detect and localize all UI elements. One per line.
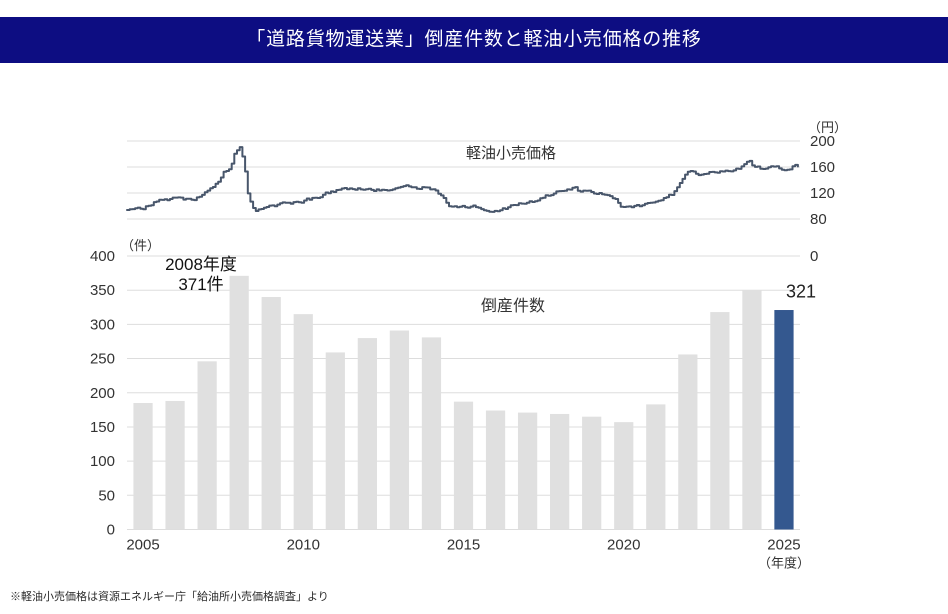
svg-text:2020: 2020: [607, 537, 640, 554]
svg-text:80: 80: [810, 211, 827, 228]
svg-text:（件）: （件）: [121, 238, 160, 253]
svg-text:200: 200: [90, 385, 115, 402]
svg-text:2008年度: 2008年度: [165, 255, 237, 274]
svg-text:100: 100: [90, 453, 115, 470]
svg-text:50: 50: [98, 487, 115, 504]
svg-text:150: 150: [90, 419, 115, 436]
svg-text:250: 250: [90, 351, 115, 368]
svg-text:371件: 371件: [178, 275, 223, 294]
svg-text:120: 120: [810, 185, 835, 202]
svg-text:（年度）: （年度）: [758, 556, 810, 571]
svg-text:321: 321: [786, 282, 816, 302]
svg-text:2010: 2010: [287, 537, 320, 554]
svg-text:300: 300: [90, 316, 115, 333]
svg-text:400: 400: [90, 248, 115, 265]
svg-text:（円）: （円）: [808, 120, 847, 135]
svg-text:倒産件数: 倒産件数: [481, 297, 545, 315]
svg-text:2025: 2025: [767, 537, 800, 554]
svg-text:0: 0: [107, 522, 115, 539]
svg-text:350: 350: [90, 282, 115, 299]
svg-text:2005: 2005: [126, 537, 159, 554]
svg-text:2015: 2015: [447, 537, 480, 554]
svg-text:0: 0: [810, 248, 818, 265]
svg-text:200: 200: [810, 133, 835, 150]
svg-text:160: 160: [810, 159, 835, 176]
svg-text:軽油小売価格: 軽油小売価格: [466, 145, 556, 162]
